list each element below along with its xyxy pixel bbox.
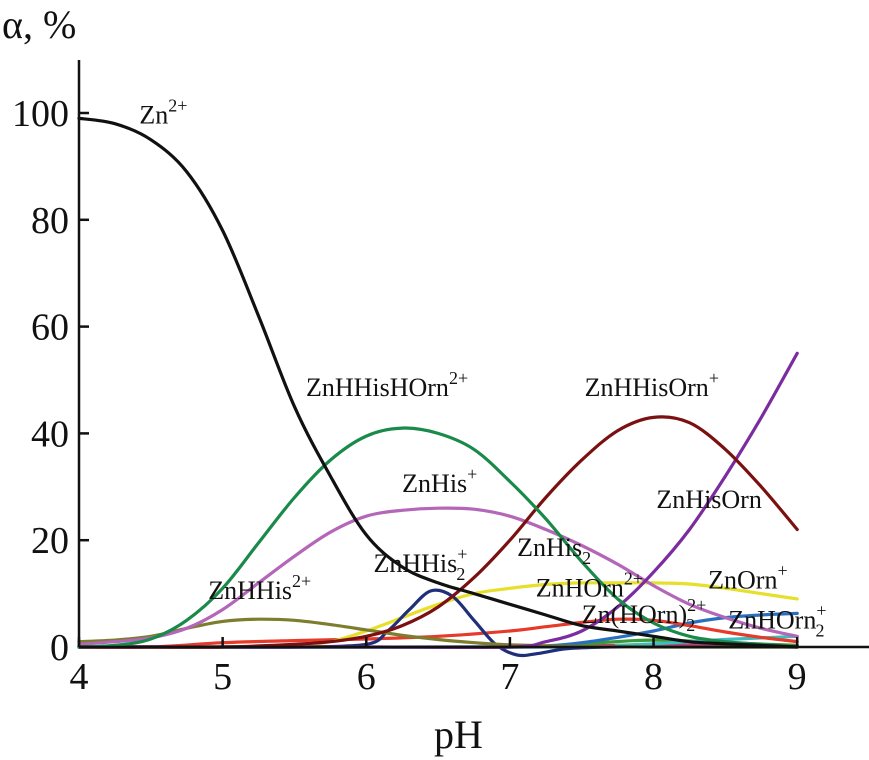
x-tick-label: 4 xyxy=(70,656,89,698)
x-tick-label: 8 xyxy=(644,656,663,698)
series-line xyxy=(77,415,799,649)
series-line xyxy=(77,506,799,646)
series-annotation: ZnOrn+ xyxy=(708,560,787,594)
series-line xyxy=(77,426,799,649)
axes-layer xyxy=(77,60,869,649)
series-annotation: ZnHOrn+ 2 xyxy=(728,600,826,640)
y-tick-label: 80 xyxy=(31,200,69,242)
series-annotation: ZnHHisHOrn2+ xyxy=(306,368,468,402)
x-axis-title: pH xyxy=(434,712,483,757)
series-annotation: ZnHisOrn xyxy=(656,485,761,514)
series-annotation: Zn2+ xyxy=(139,96,187,130)
series-annotation: ZnHOrn2+ xyxy=(536,568,643,602)
y-tick-label: 0 xyxy=(50,627,69,669)
series-annotation: ZnHHis+ 2 xyxy=(373,544,467,584)
labels-layer: Zn2+ ZnHHisHOrn2+ ZnHHisOrn+ ZnHisOrn ZnHis+… xyxy=(139,96,826,641)
y-tick-label: 100 xyxy=(12,93,69,135)
y-tick-label: 40 xyxy=(31,413,69,455)
series-line xyxy=(77,617,799,649)
series-annotation: ZnHis+ xyxy=(402,464,477,498)
x-tick-label: 6 xyxy=(357,656,376,698)
series-line xyxy=(77,116,799,649)
ticks-layer: 4 5 6 7 8 9 0 20 40 60 80 100 xyxy=(12,93,807,698)
y-axis-title: α, % xyxy=(2,2,76,47)
series-annotation: Zn(HOrn)2+ 2 xyxy=(582,595,707,635)
x-tick-label: 7 xyxy=(500,656,519,698)
y-tick-label: 60 xyxy=(31,307,69,349)
x-tick-label: 9 xyxy=(788,656,807,698)
series-annotation: ZnHHisOrn+ xyxy=(585,368,719,402)
series-annotation: ZnHis2 xyxy=(517,533,591,568)
series-annotation: ZnHHis2+ xyxy=(208,571,311,605)
y-tick-label: 20 xyxy=(31,520,69,562)
x-tick-label: 5 xyxy=(213,656,232,698)
